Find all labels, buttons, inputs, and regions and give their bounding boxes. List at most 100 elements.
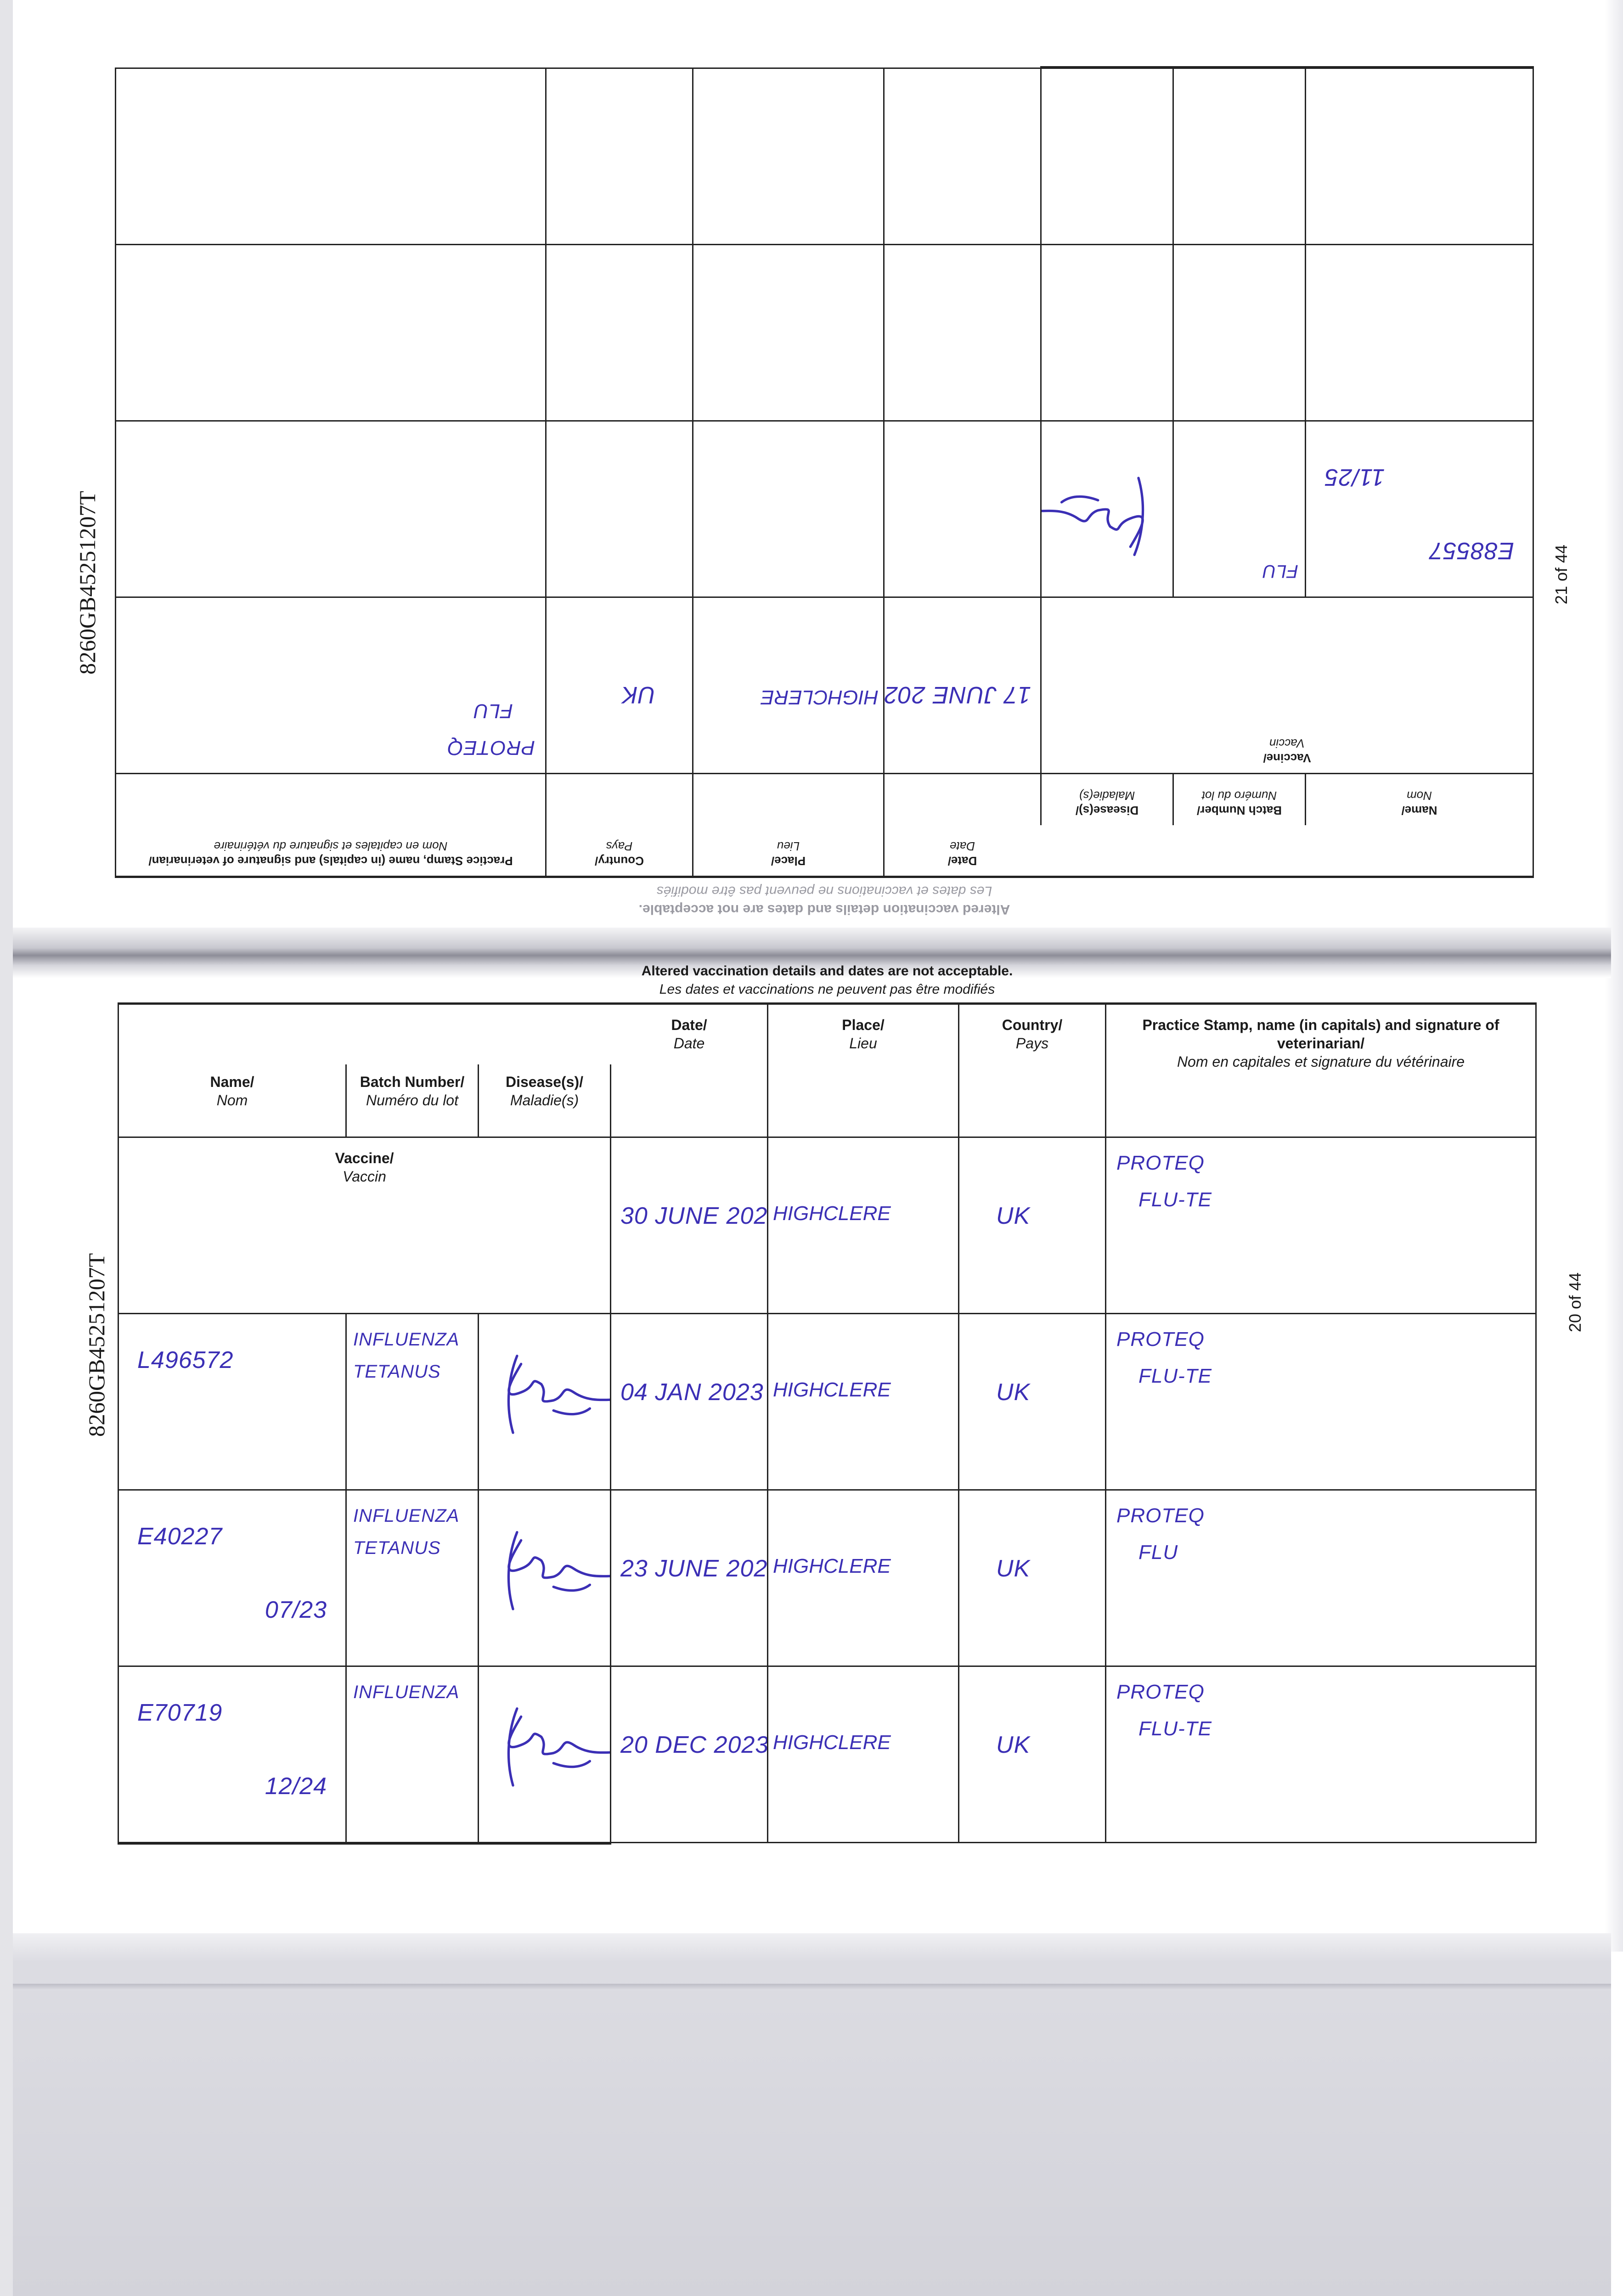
disease-list: INFLUENZA TETANUS <box>353 1323 459 1388</box>
disease-item: TETANUS <box>353 1538 441 1558</box>
cell-diseases <box>1172 66 1305 68</box>
date-value: 17 JUNE 2024 <box>883 681 1031 708</box>
header-place: Place/Lieu <box>692 773 883 876</box>
cell-diseases <box>1172 244 1305 420</box>
vaccine-name-line: FLU <box>473 700 513 722</box>
country-value: UK <box>996 1732 1031 1758</box>
cell-date <box>883 68 1040 244</box>
page-number: 21 of 44 <box>1552 544 1571 605</box>
header-date: Date/Date <box>611 1005 768 1138</box>
page-number: 20 of 44 <box>1566 1272 1585 1333</box>
header-fr: Pays <box>1015 1035 1049 1052</box>
disease-item: INFLUENZA <box>353 1682 460 1702</box>
cell-country: UK <box>959 1667 1106 1843</box>
date-value: 23 JUNE 2023 <box>620 1555 768 1582</box>
notice-en: Altered vaccination details and dates ar… <box>641 963 1013 979</box>
cell-practice-stamp: F De Oliveira BVSc MRCVSDonnington Grove… <box>479 1667 611 1843</box>
header-en: Date/ <box>947 854 977 868</box>
header-fr: Vaccin <box>343 1168 386 1185</box>
cell-batch <box>1305 244 1533 420</box>
header-fr: Pays <box>606 839 633 853</box>
vaccine-name-line: FLU-TE <box>1138 1188 1212 1211</box>
header-en: Name/ <box>1401 804 1437 817</box>
place-value: HIGHCLERE <box>773 1555 891 1577</box>
country-value: UK <box>621 681 655 708</box>
cell-place: HIGHCLERE <box>768 1314 959 1491</box>
cell-date: 30 JUNE 2022 <box>611 1138 768 1314</box>
signature <box>1040 477 1144 556</box>
page-21: Altered vaccination details and dates ar… <box>115 55 1534 918</box>
cell-country: UK <box>959 1314 1106 1491</box>
cell-vaccine-name: PROTEQ FLU-TE <box>1106 1667 1537 1843</box>
header-fr: Nom en capitales et signature du vétérin… <box>1177 1053 1465 1070</box>
date-value: 20 DEC 2023 <box>620 1732 768 1758</box>
vaccine-name-line: FLU-TE <box>1138 1717 1212 1740</box>
country-value: UK <box>996 1555 1031 1582</box>
place-value: HIGHCLERE <box>773 1731 891 1754</box>
page-edge <box>13 1984 1611 1990</box>
header-en: Country/ <box>1002 1017 1063 1033</box>
cell-batch: E88557 11/25 <box>1305 420 1533 597</box>
cell-place: HIGHCLERE <box>768 1667 959 1843</box>
header-fr: Vaccin <box>1269 737 1305 750</box>
header-fr: Numéro du lot <box>1201 789 1277 803</box>
header-en: Place/ <box>842 1017 885 1033</box>
cell-batch <box>1305 66 1533 68</box>
book-gutter <box>13 928 1611 978</box>
cell-batch <box>1305 68 1533 244</box>
cell-country <box>545 244 692 420</box>
header-fr: Date <box>950 839 975 853</box>
cell-diseases: INFLUENZA <box>347 1667 479 1843</box>
vaccine-name-line: FLU <box>1138 1541 1178 1564</box>
passport-id: 8260GB45251207T <box>84 1253 109 1437</box>
cell-practice-stamp: F De Oliveira BVSc MRCVSDonnington Grove… <box>479 1314 611 1491</box>
header-en: Batch Number/ <box>1197 804 1282 817</box>
cell-country <box>545 68 692 244</box>
disease-item: TETANUS <box>353 1362 441 1382</box>
header-fr: Nom <box>1407 789 1432 803</box>
cell-practice-stamp <box>1040 66 1172 68</box>
cell-batch: L496572 <box>119 1314 347 1491</box>
scan-bed <box>13 1933 1611 2296</box>
cell-date <box>883 244 1040 420</box>
cell-date: 17 JUNE 2024 <box>883 597 1040 773</box>
header-en: Vaccine/ <box>335 1150 394 1166</box>
cell-practice-stamp <box>1040 68 1172 244</box>
header-country: Country/Pays <box>545 773 692 876</box>
cell-place: HIGHCLERE <box>768 1491 959 1667</box>
cell-vaccine-name <box>115 420 545 597</box>
header-disease: Disease(s)/Maladie(s) <box>1040 773 1172 825</box>
cell-place <box>692 420 883 597</box>
batch-number: E88557 <box>1429 537 1514 564</box>
header-en: Name/ <box>210 1074 254 1090</box>
cell-date: 23 JUNE 2023 <box>611 1491 768 1667</box>
expiry-date: 12/24 <box>265 1773 327 1800</box>
cell-country: UK <box>545 597 692 773</box>
header-stamp: Practice Stamp, name (in capitals) and s… <box>115 773 545 876</box>
cell-date: 04 JAN 2023 <box>611 1314 768 1491</box>
batch-number: E70719 <box>137 1699 223 1726</box>
cell-diseases: INFLUENZA TETANUS <box>347 1491 479 1667</box>
header-en: Disease(s)/ <box>506 1074 583 1090</box>
disease-item: FLU <box>1262 561 1298 581</box>
cell-vaccine-name <box>115 244 545 420</box>
notice-fr: Les dates et vaccinations ne peuvent pas… <box>659 982 995 997</box>
cell-diseases: FLU <box>1172 420 1305 597</box>
disease-list: FLU <box>1262 555 1298 587</box>
page-20: Altered vaccination details and dates ar… <box>118 962 1537 1845</box>
cell-place <box>692 68 883 244</box>
cell-vaccine-name: PROTEQ FLU-TE <box>1106 1314 1537 1491</box>
notice-en: Altered vaccination details and dates ar… <box>638 902 1010 917</box>
header-vaccine: Vaccine/Vaccin <box>1040 597 1533 773</box>
disease-list: INFLUENZA TETANUS <box>353 1500 459 1564</box>
header-batch: Batch Number/Numéro du lot <box>1172 773 1305 825</box>
header-fr: Lieu <box>849 1035 877 1052</box>
place-value: HIGHCLERE <box>761 686 879 709</box>
header-name: Name/Nom <box>119 1064 347 1138</box>
header-name: Name/Nom <box>1305 773 1533 825</box>
vaccine-name-line: PROTEQ <box>1116 1152 1205 1174</box>
cell-vaccine-name: PROTEQ FLU-TE <box>1106 1138 1537 1314</box>
cell-practice-stamp <box>1040 244 1172 420</box>
signature <box>507 1531 610 1610</box>
cell-diseases <box>1172 68 1305 244</box>
